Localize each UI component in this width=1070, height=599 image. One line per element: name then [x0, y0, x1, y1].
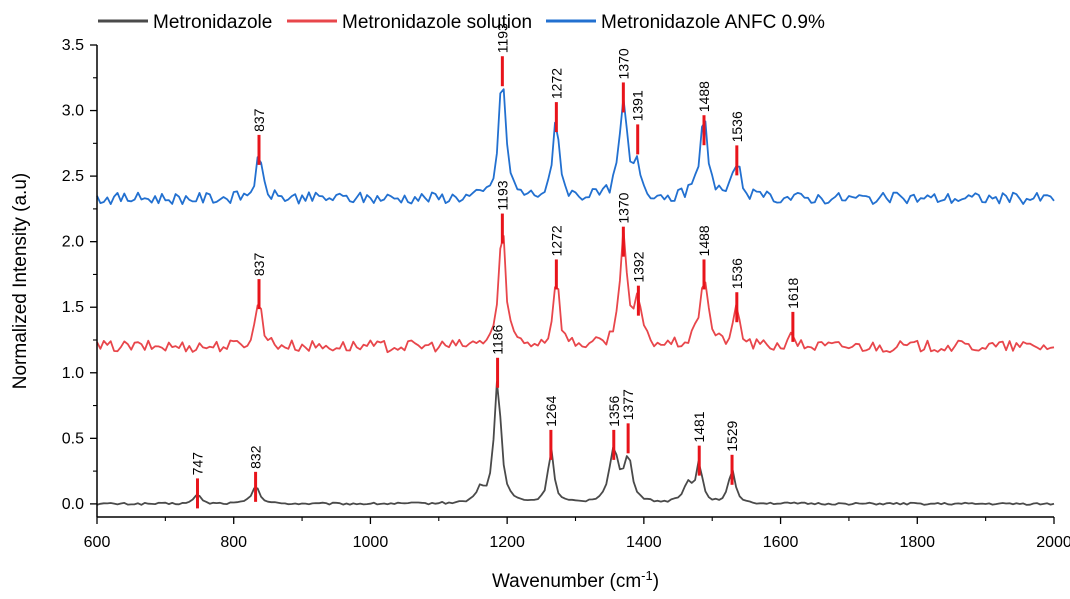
y-tick-label: 3.5 — [62, 37, 84, 54]
peak-label: 1264 — [543, 396, 559, 427]
x-tick-label: 600 — [84, 534, 111, 551]
peak-label: 1529 — [724, 420, 740, 451]
peak-label: 837 — [251, 253, 267, 277]
x-tick-label: 1400 — [626, 534, 662, 551]
peak-label: 1391 — [630, 90, 646, 121]
y-tick-label: 0.5 — [62, 430, 84, 447]
series-line-1 — [96, 380, 1055, 506]
peak-label: 1186 — [490, 324, 506, 354]
y-tick-label: 0.0 — [62, 496, 84, 513]
series-line-2 — [96, 227, 1055, 354]
peak-label: 1618 — [785, 278, 801, 309]
y-tick-label: 3.0 — [62, 103, 84, 120]
peak-label: 1193 — [494, 23, 510, 53]
peak-label: 1356 — [606, 396, 622, 427]
peak-label: 837 — [251, 108, 267, 132]
peak-label: 1193 — [494, 180, 510, 210]
x-tick-label: 1600 — [763, 534, 799, 551]
y-tick-label: 1.0 — [62, 365, 84, 382]
peak-label: 1370 — [615, 48, 631, 79]
peak-label: 1377 — [620, 389, 636, 420]
peak-label: 832 — [248, 445, 264, 469]
peak-label: 1488 — [696, 81, 712, 112]
y-tick-label: 1.5 — [62, 299, 84, 316]
peak-label: 1392 — [630, 251, 646, 282]
series-line-3 — [96, 88, 1055, 206]
peak-label: 1536 — [729, 258, 745, 289]
legend: Metronidazole Metronidazole solution Metro… — [98, 12, 825, 33]
peak-label: 1481 — [691, 411, 707, 442]
peak-label: 747 — [189, 452, 205, 476]
y-tick-label: 2.5 — [62, 168, 84, 185]
x-tick-label: 2000 — [1036, 534, 1070, 551]
x-tick-label: 800 — [220, 534, 247, 551]
x-tick-label: 1000 — [353, 534, 389, 551]
legend-label: Metronidazole solution — [342, 12, 532, 33]
peak-label: 1370 — [615, 192, 631, 223]
y-tick-label: 2.0 — [62, 234, 84, 251]
x-tick-label: 1200 — [489, 534, 525, 551]
peak-label: 1536 — [729, 111, 745, 142]
x-tick-label: 1800 — [899, 534, 935, 551]
peak-label: 1488 — [696, 225, 712, 256]
legend-label: Metronidazole ANFC 0.9% — [601, 12, 825, 33]
series-layer — [96, 88, 1055, 506]
peak-label: 1272 — [548, 68, 564, 99]
legend-label: Metronidazole — [153, 12, 272, 33]
axes: 600 800 1000 1200 1400 1600 1800 2000 0.0 0.5 1.0 1… — [10, 37, 1070, 592]
x-axis-title: Wavenumber (cm-1) — [492, 568, 659, 592]
y-axis-title: Normalized Intensity (a.u) — [10, 173, 31, 389]
peak-label: 1272 — [548, 225, 564, 256]
